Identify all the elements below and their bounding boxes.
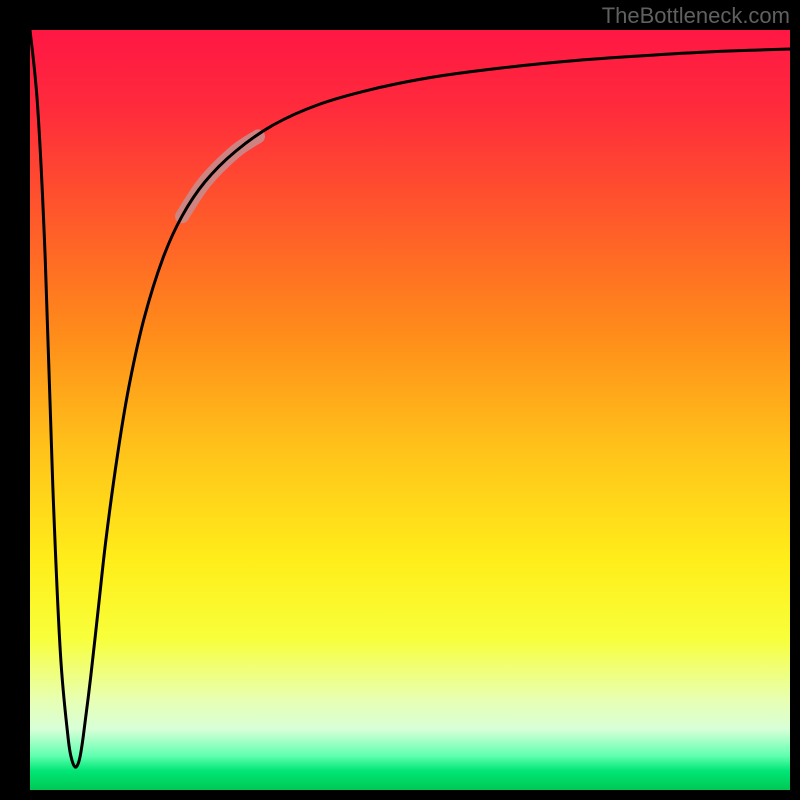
chart-container: { "watermark": { "text": "TheBottleneck.… (0, 0, 800, 800)
watermark-text: TheBottleneck.com (602, 3, 790, 29)
bottleneck-chart (0, 0, 800, 800)
plot-background (30, 30, 790, 790)
